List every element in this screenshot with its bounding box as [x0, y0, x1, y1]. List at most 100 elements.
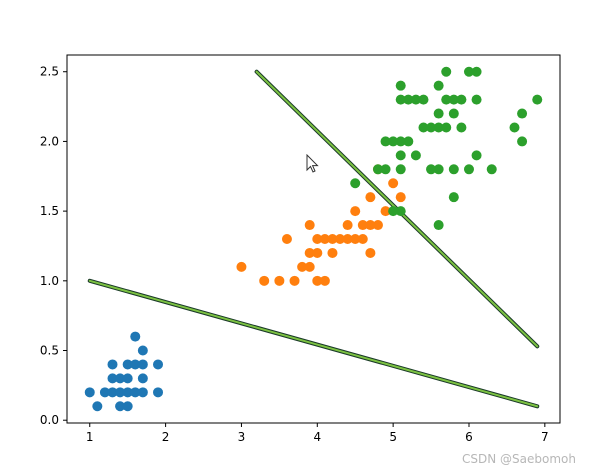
scatter-point	[395, 192, 406, 203]
x-axis: 1 2 3 4 5 6 7	[86, 423, 549, 444]
scatter-point	[342, 220, 353, 231]
scatter-point	[153, 387, 164, 398]
scatter-point	[456, 94, 467, 105]
scatter-point	[471, 150, 482, 161]
scatter-point	[395, 206, 406, 217]
scatter-point	[403, 94, 414, 105]
scatter-point	[388, 206, 399, 217]
scatter-point	[130, 359, 141, 370]
scatter-point	[365, 247, 376, 258]
scatter-point	[122, 401, 133, 412]
scatter-point	[122, 373, 133, 384]
scatter-point	[395, 150, 406, 161]
scatter-point	[137, 345, 148, 356]
scatter-point	[137, 373, 148, 384]
scatter-point	[463, 164, 474, 175]
scatter-point	[410, 94, 421, 105]
scatter-point	[418, 122, 429, 133]
scatter-point	[115, 387, 126, 398]
scatter-point	[380, 164, 391, 175]
scatter-point	[137, 359, 148, 370]
scatter-point	[304, 220, 315, 231]
y-tick-label: 2.0	[40, 134, 59, 148]
scatter-point	[509, 122, 520, 133]
scatter-point	[327, 247, 338, 258]
scatter-point	[84, 387, 95, 398]
scatter-point	[433, 220, 444, 231]
scatter-point	[304, 247, 315, 258]
y-axis: 0.0 0.5 1.0 1.5 2.0 2.5	[40, 65, 67, 427]
x-tick-label: 3	[238, 430, 246, 444]
mouse-pointer-icon	[306, 154, 319, 173]
x-tick-label: 4	[313, 430, 321, 444]
scatter-point	[448, 192, 459, 203]
scatter-point	[335, 234, 346, 244]
scatter-point	[441, 66, 452, 77]
scatter-point	[517, 108, 528, 119]
scatter-point	[274, 275, 285, 286]
scatter-point	[304, 261, 315, 272]
scatter-point	[115, 373, 126, 384]
scatter-point	[433, 108, 444, 119]
scatter-point	[395, 80, 406, 91]
scatter-point	[350, 206, 361, 217]
scatter-point	[372, 220, 383, 231]
scatter-point	[130, 387, 141, 398]
scatter-point	[463, 66, 474, 77]
scatter-point	[441, 94, 452, 105]
scatter-point	[319, 275, 330, 286]
x-tick-label: 5	[389, 430, 397, 444]
scatter-point	[327, 234, 338, 244]
scatter-point	[403, 136, 414, 147]
scatter-point	[281, 234, 292, 244]
scatter-point	[365, 192, 376, 203]
scatter-point	[357, 220, 368, 231]
scatter-point	[433, 164, 444, 175]
scatter-point	[107, 359, 118, 370]
scatter-point	[99, 387, 110, 398]
scatter-point	[456, 122, 467, 133]
x-tick-label: 6	[465, 430, 473, 444]
scatter-point	[380, 206, 391, 217]
scatter-point	[388, 178, 399, 189]
watermark: CSDN @Saebomoh	[462, 452, 576, 466]
scatter-point	[259, 275, 270, 286]
scatter-point	[115, 401, 126, 412]
scatter-point	[395, 164, 406, 175]
scatter-point	[107, 373, 118, 384]
scatter-point	[388, 136, 399, 147]
scatter-point	[236, 261, 247, 272]
scatter-point	[350, 234, 361, 244]
scatter-point	[357, 234, 368, 244]
scatter-point	[433, 80, 444, 91]
scatter-point	[532, 94, 543, 105]
scatter-point	[395, 94, 406, 105]
scatter-point	[448, 164, 459, 175]
scatter-point	[448, 108, 459, 119]
scatter-point	[433, 122, 444, 133]
scatter-point	[426, 122, 437, 133]
scatter-point	[418, 94, 429, 105]
scatter-point	[372, 164, 383, 175]
scatter-point	[319, 234, 330, 244]
x-tick-label: 2	[162, 430, 170, 444]
y-tick-label: 1.5	[40, 204, 59, 218]
y-tick-label: 1.0	[40, 274, 59, 288]
scatter-point	[107, 387, 118, 398]
scatter-point	[380, 136, 391, 147]
scatter-point	[92, 401, 103, 412]
scatter-point	[486, 164, 497, 175]
scatter-points	[84, 66, 543, 412]
scatter-point	[517, 136, 528, 147]
scatter-point	[471, 94, 482, 105]
x-tick-label: 7	[541, 430, 549, 444]
scatter-point	[137, 387, 148, 398]
scatter-point	[471, 66, 482, 77]
scatter-point	[130, 331, 141, 342]
scatter-point	[395, 136, 406, 147]
scatter-point	[153, 359, 164, 370]
scatter-point	[122, 359, 133, 370]
x-tick-label: 1	[86, 430, 94, 444]
scatter-point	[410, 150, 421, 161]
